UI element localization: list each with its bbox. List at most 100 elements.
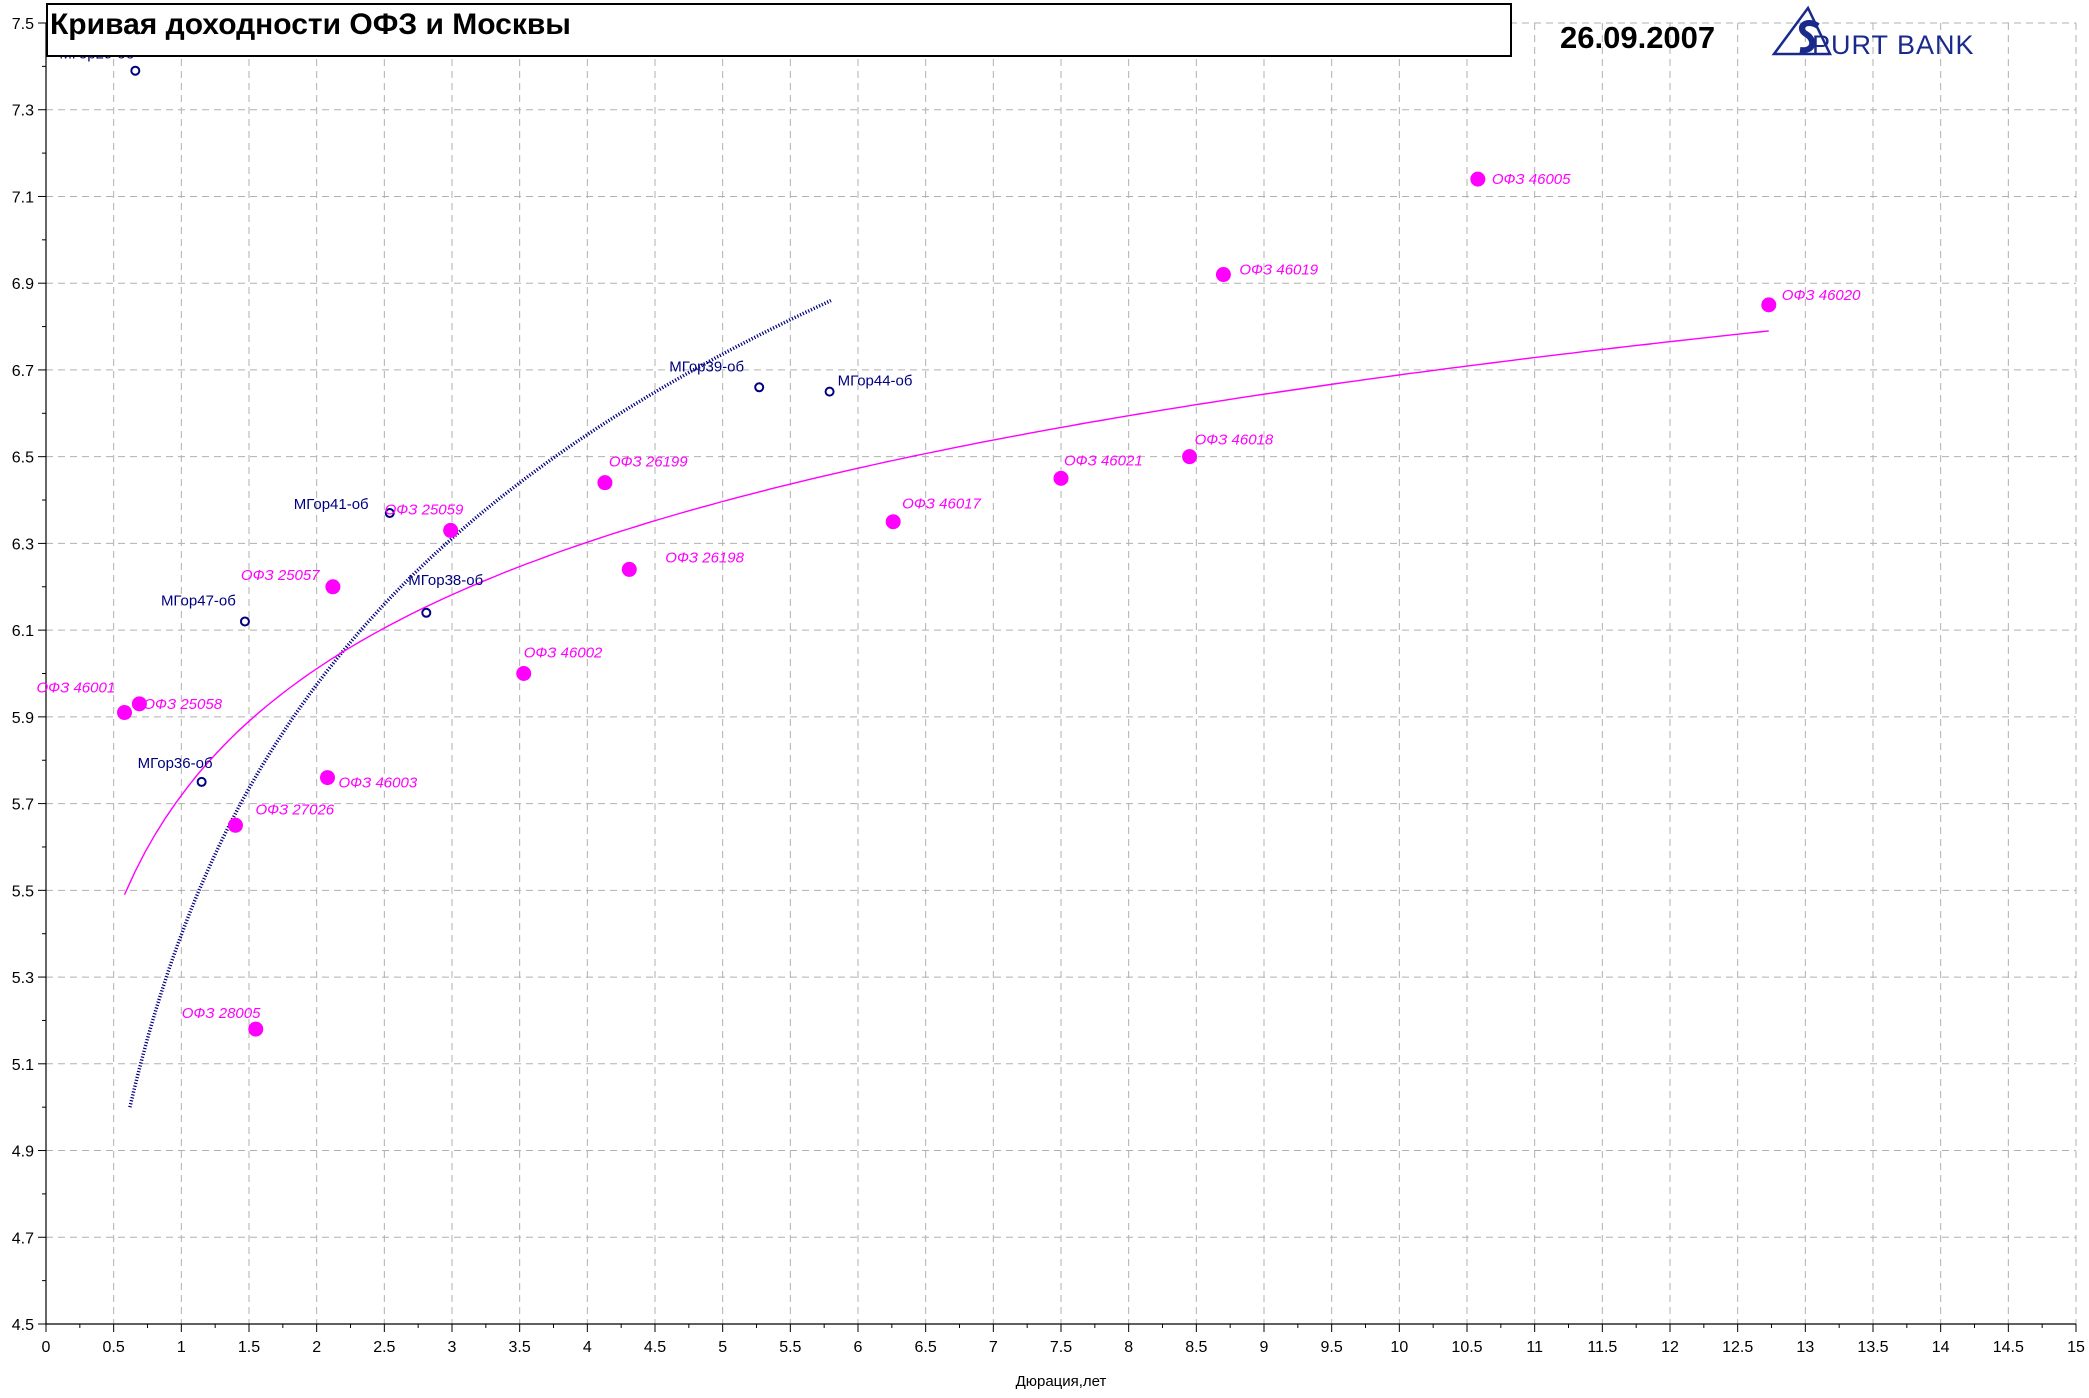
- axes: 0 0.5 1 1.5 2 2.5 3 3.5 4 4.5 5 5.5 6 6.5 7 7.5 8 8.5 9 9.5…: [12, 16, 2085, 1390]
- x-tick-label: 8.5: [1185, 1339, 1207, 1356]
- ofz-point-label: ОФЗ 25058: [143, 696, 222, 713]
- x-tick-label: 11.5: [1587, 1339, 1617, 1356]
- x-tick-label: 5: [718, 1339, 727, 1356]
- x-tick-label: 11: [1526, 1339, 1543, 1356]
- y-tick-label: 6.1: [12, 623, 34, 640]
- y-tick-label: 5.1: [12, 1057, 34, 1074]
- ofz-point-label: ОФЗ 46001: [36, 680, 115, 697]
- mgor-point: [130, 65, 141, 76]
- x-tick-label: 13: [1796, 1339, 1814, 1356]
- mgor-point: [824, 386, 835, 397]
- x-tick-label: 10: [1390, 1339, 1408, 1356]
- point-labels: МГор29-обМГор36-обМГор47-обМГор41-обМГор…: [36, 46, 1861, 1022]
- trendlines: [123, 298, 1769, 1108]
- x-tick-label: 7: [989, 1339, 998, 1356]
- ofz-point-label: ОФЗ 46018: [1195, 432, 1274, 449]
- ofz-point: [325, 579, 341, 595]
- x-tick-label: 12.5: [1722, 1339, 1753, 1356]
- x-tick-label: 10.5: [1451, 1339, 1482, 1356]
- ofz-point-label: ОФЗ 46021: [1064, 452, 1143, 469]
- ofz-point-label: ОФЗ 25059: [385, 501, 464, 518]
- mgor-point-label: МГор38-об: [408, 572, 483, 589]
- grid: [46, 22, 2077, 1324]
- y-tick-label: 5.9: [12, 710, 34, 727]
- ofz-point: [516, 666, 532, 681]
- ofz-trendline: [123, 330, 1769, 895]
- x-tick-label: 3: [448, 1339, 457, 1356]
- ofz-point-label: ОФЗ 28005: [182, 1005, 261, 1022]
- ofz-point-label: ОФЗ 46002: [524, 645, 603, 662]
- x-tick-label: 14.5: [1993, 1339, 2024, 1356]
- mgor-point-label: МГор36-об: [138, 755, 213, 772]
- x-tick-label: 2.5: [373, 1339, 395, 1356]
- ofz-point: [621, 561, 637, 577]
- report-date: 26.09.2007: [1560, 20, 1716, 55]
- y-tick-label: 5.3: [12, 970, 34, 987]
- y-tick-label: 4.9: [12, 1144, 34, 1161]
- y-tick-label: 5.7: [12, 797, 34, 814]
- mgor-point: [196, 776, 207, 787]
- ofz-point-label: ОФЗ 46019: [1239, 262, 1318, 279]
- y-tick-label: 7.1: [12, 189, 34, 206]
- x-tick-label: 3.5: [509, 1339, 531, 1356]
- x-tick-label: 13.5: [1857, 1339, 1888, 1356]
- mgor-point: [239, 616, 250, 627]
- mgor-point: [421, 607, 432, 618]
- y-tick-label: 6.7: [12, 363, 34, 380]
- x-axis-title: Дюрация,лет: [1016, 1373, 1107, 1390]
- x-tick-label: 1: [177, 1339, 186, 1356]
- ofz-point-label: ОФЗ 46003: [338, 775, 417, 792]
- logo-text: PURT BANK: [1812, 30, 1975, 60]
- y-tick-label: 4.5: [12, 1317, 34, 1334]
- x-tick-label: 4.5: [644, 1339, 666, 1356]
- ofz-point-label: ОФЗ 46020: [1782, 287, 1861, 304]
- mgor-trendline: [128, 298, 832, 1108]
- x-tick-label: 2: [312, 1339, 321, 1356]
- ofz-point: [116, 705, 132, 721]
- mgor-point-label: МГор47-об: [161, 592, 236, 609]
- ofz-point: [1053, 470, 1069, 486]
- x-tick-label: 12: [1661, 1339, 1679, 1356]
- ofz-point: [1470, 171, 1486, 187]
- y-tick-label: 4.7: [12, 1230, 34, 1247]
- ofz-point-label: ОФЗ 26199: [609, 454, 688, 471]
- ofz-point: [885, 514, 901, 530]
- mgor-point-label: МГор39-об: [669, 358, 744, 375]
- ofz-point-label: ОФЗ 26198: [665, 549, 744, 566]
- ofz-point: [227, 817, 243, 833]
- x-tick-label: 5.5: [779, 1339, 801, 1356]
- x-tick-label: 9.5: [1321, 1339, 1343, 1356]
- ofz-point: [1215, 267, 1231, 283]
- y-tick-label: 5.5: [12, 883, 34, 900]
- ofz-point-label: ОФЗ 46005: [1492, 171, 1571, 188]
- y-tick-label: 7.3: [12, 103, 34, 120]
- ofz-point-label: ОФЗ 25057: [241, 567, 320, 584]
- mgor-point: [384, 508, 395, 519]
- x-tick-label: 8: [1124, 1339, 1133, 1356]
- x-tick-label: 0.5: [103, 1339, 125, 1356]
- y-tick-label: 7.5: [12, 16, 34, 33]
- ofz-point: [1182, 449, 1198, 465]
- x-tick-label: 6: [854, 1339, 863, 1356]
- chart-title-box: [46, 3, 1512, 57]
- x-tick-label: 1.5: [238, 1339, 260, 1356]
- ofz-point: [597, 475, 613, 491]
- y-tick-label: 6.9: [12, 276, 34, 293]
- mgor-point: [754, 382, 765, 393]
- ofz-point: [131, 696, 147, 712]
- mgor-point-label: МГор41-об: [294, 496, 369, 513]
- ofz-point: [443, 522, 459, 538]
- ofz-point: [319, 770, 335, 786]
- y-tick-label: 6.5: [12, 450, 34, 467]
- x-tick-label: 9: [1260, 1339, 1269, 1356]
- ofz-point: [1761, 297, 1777, 313]
- x-tick-label: 15: [2067, 1339, 2085, 1356]
- y-tick-label: 6.3: [12, 536, 34, 553]
- x-tick-label: 4: [583, 1339, 592, 1356]
- x-tick-label: 7.5: [1050, 1339, 1072, 1356]
- ofz-point-label: ОФЗ 27026: [255, 801, 334, 818]
- x-tick-label: 14: [1932, 1339, 1950, 1356]
- ofz-point-label: ОФЗ 46017: [902, 496, 981, 513]
- spurt-bank-logo: [1771, 5, 1832, 56]
